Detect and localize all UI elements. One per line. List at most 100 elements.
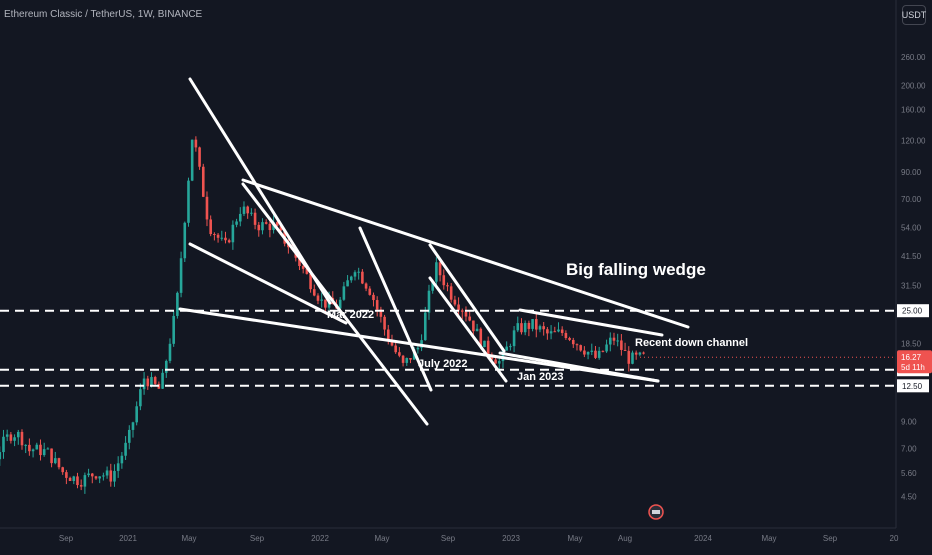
- candle-body: [368, 288, 372, 295]
- candle-body: [172, 315, 175, 344]
- x-tick-label: 2024: [694, 534, 712, 543]
- wedge-left-lower-line[interactable]: [188, 242, 348, 325]
- candle-body: [423, 312, 427, 341]
- candle-body: [168, 343, 172, 361]
- candle-body: [531, 319, 534, 329]
- candle-body: [497, 361, 501, 364]
- candle-body: [220, 237, 224, 239]
- mar-2022-label[interactable]: Mar 2022: [327, 309, 374, 321]
- candle-body: [53, 458, 57, 464]
- candle-body: [312, 289, 316, 296]
- candle-body: [568, 337, 571, 340]
- x-tick-label: May: [374, 534, 389, 543]
- candle-body: [453, 299, 457, 305]
- candle-body: [549, 331, 553, 334]
- candle-body: [20, 431, 24, 446]
- y-tick-label: 70.00: [901, 195, 922, 204]
- y-tick-label: 4.50: [901, 493, 917, 502]
- falling-wedge-lower-line[interactable]: [178, 307, 660, 383]
- candle-body: [105, 470, 109, 476]
- candle-body: [612, 337, 616, 341]
- candle-body: [542, 326, 545, 330]
- candle-body: [375, 300, 379, 310]
- candle-body: [72, 476, 76, 482]
- candle-body: [2, 436, 5, 453]
- candle-body: [446, 285, 449, 287]
- candle-body: [357, 271, 360, 273]
- candle-body: [242, 206, 246, 214]
- recent-down-channel-upper[interactable]: [518, 308, 664, 337]
- candle-body: [590, 350, 594, 352]
- candle-body: [390, 341, 394, 346]
- candle-body: [383, 316, 386, 330]
- candle-body: [309, 273, 312, 290]
- big-falling-wedge-label[interactable]: Big falling wedge: [566, 260, 706, 279]
- candle-body: [575, 344, 579, 346]
- candle-body: [279, 225, 283, 231]
- candle-body: [442, 275, 446, 286]
- candle-body: [124, 442, 127, 456]
- candle-body: [631, 352, 634, 364]
- x-tick-label: 2021: [119, 534, 137, 543]
- y-tick-label: 7.00: [901, 445, 917, 454]
- x-tick-label: May: [761, 534, 776, 543]
- recent-down-channel-label[interactable]: Recent down channel: [635, 337, 748, 349]
- candle-body: [364, 283, 368, 289]
- candle-body: [483, 340, 486, 348]
- candle-body: [557, 329, 560, 332]
- candle-body: [305, 268, 309, 274]
- x-tick-label: Sep: [59, 534, 74, 543]
- candle-body: [486, 340, 490, 355]
- candle-body: [583, 350, 586, 355]
- candle-body: [216, 234, 220, 238]
- candle-body: [586, 351, 590, 355]
- candle-body: [464, 311, 468, 317]
- candle-body: [634, 352, 638, 355]
- july-2022-label[interactable]: July 2022: [418, 358, 468, 370]
- candle-body: [164, 360, 168, 373]
- steep-trendline-1[interactable]: [241, 182, 429, 426]
- recent-down-channel-lower[interactable]: [498, 351, 660, 383]
- candle-body: [68, 477, 72, 482]
- candle-body: [146, 378, 150, 387]
- candle-body: [264, 222, 268, 224]
- y-tick-label: 9.00: [901, 417, 917, 426]
- x-tick-label: May: [567, 534, 582, 543]
- candle-body: [46, 448, 50, 450]
- steep-trendline-4[interactable]: [428, 276, 508, 383]
- y-tick-label: 31.50: [901, 282, 922, 291]
- last-price-label: 16.27: [901, 353, 922, 362]
- currency-unit-button[interactable]: USDT: [902, 5, 926, 25]
- level-label-bg: [897, 304, 929, 318]
- steep-trendline-2[interactable]: [358, 226, 433, 392]
- candle-body: [87, 473, 90, 476]
- candle-body: [534, 319, 538, 330]
- candle-body: [131, 422, 135, 430]
- event-marker-glyph: [652, 510, 660, 514]
- x-tick-label: 20: [890, 534, 899, 543]
- candle-body: [35, 444, 39, 450]
- candle-body: [468, 316, 471, 321]
- candle-body: [83, 475, 87, 487]
- candle-body: [320, 299, 323, 301]
- candle-body: [90, 473, 94, 477]
- candle-body: [150, 377, 153, 387]
- candle-body: [616, 340, 619, 342]
- candle-body: [538, 326, 542, 330]
- candle-body: [135, 406, 138, 423]
- jan-2023-label[interactable]: Jan 2023: [517, 371, 563, 383]
- candle-body: [227, 240, 231, 243]
- candle-body: [9, 434, 13, 441]
- candle-body: [379, 309, 383, 317]
- level-label-bg: [897, 379, 929, 393]
- candle-body: [601, 350, 605, 352]
- candle-body: [553, 331, 557, 333]
- candle-body: [361, 271, 364, 284]
- candle-body: [527, 322, 531, 329]
- candle-body: [523, 322, 527, 333]
- candle-body: [153, 377, 157, 384]
- steep-trendline-3[interactable]: [428, 243, 506, 353]
- falling-wedge-upper-line[interactable]: [241, 178, 690, 329]
- candle-body: [109, 470, 113, 482]
